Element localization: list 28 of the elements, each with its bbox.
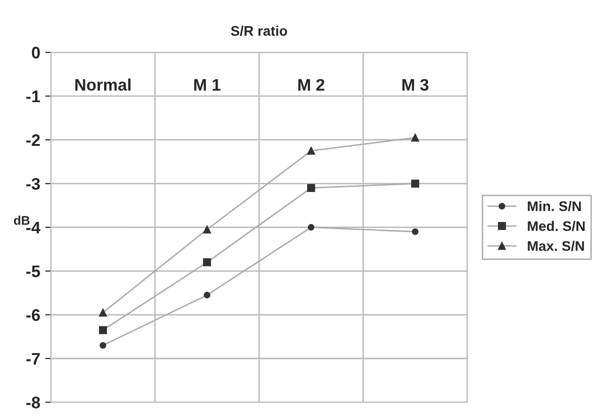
- y-tick-label: -8: [26, 396, 40, 408]
- chart-title: S/R ratio: [230, 26, 288, 36]
- point: [98, 326, 107, 334]
- y-tick-label: -6: [26, 309, 40, 321]
- y-tick-label: -1: [26, 90, 40, 102]
- y-tick-label: 0: [32, 46, 40, 59]
- x-tick-label: Normal: [75, 78, 130, 91]
- legend-label: Med. S/N: [528, 220, 585, 232]
- point: [412, 228, 418, 235]
- y-tick-label: -7: [26, 353, 40, 365]
- x-tick-label: M 1: [194, 79, 220, 91]
- point: [411, 134, 420, 142]
- point: [308, 224, 314, 231]
- point: [203, 226, 212, 234]
- point: [98, 308, 107, 317]
- point: [204, 292, 210, 298]
- legend-label: Min. S/N: [528, 200, 581, 212]
- point: [411, 180, 420, 188]
- y-tick-label: -5: [26, 266, 40, 278]
- legend-label: Max. S/N: [528, 240, 584, 252]
- y-tick-label: -3: [26, 178, 40, 190]
- point: [100, 342, 106, 349]
- y-tick-label: -2: [26, 134, 40, 146]
- x-tick-label: M 3: [402, 78, 428, 91]
- point: [203, 258, 212, 266]
- point: [307, 146, 316, 155]
- point: [307, 184, 316, 192]
- x-tick-label: M 2: [298, 78, 324, 91]
